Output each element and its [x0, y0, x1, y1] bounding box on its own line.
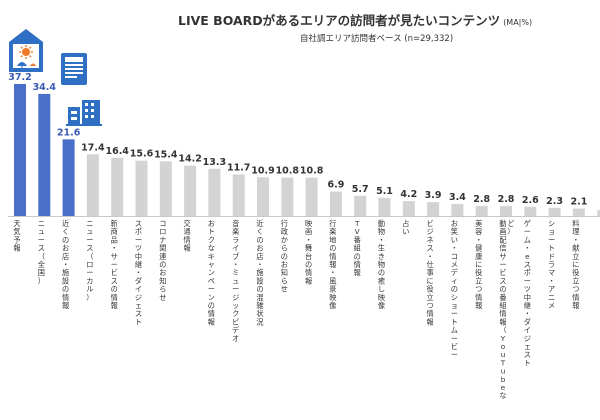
value-label: 2.8 [473, 194, 490, 205]
bar [451, 203, 464, 216]
store-building-icon [66, 98, 102, 126]
bar [500, 206, 512, 216]
chart-title-text: LIVE BOARDがあるエリアの訪問者が見たいコンテンツ [178, 13, 501, 28]
value-label: 5.1 [376, 186, 393, 197]
bar [135, 160, 148, 216]
bar [402, 201, 415, 216]
value-label: 14.2 [178, 154, 201, 165]
category-label: 交通情報 [183, 219, 190, 253]
category-label: スポーツ中継・ダイジェスト [135, 219, 142, 326]
category-label: 近くのお店・施設の情報 [62, 219, 69, 310]
bar [475, 206, 488, 216]
bar [14, 84, 26, 216]
bar [257, 177, 269, 216]
chart-title: LIVE BOARDがあるエリアの訪問者が見たいコンテンツ (MA|%) [178, 10, 532, 29]
value-label: 6.9 [327, 180, 344, 191]
bar [86, 154, 99, 216]
bar [38, 93, 51, 216]
category-label: ビジネス・仕事に役立つ情報 [426, 219, 433, 326]
bar [524, 206, 537, 216]
bar [329, 191, 342, 216]
value-label: 10.9 [251, 165, 274, 176]
category-label: ショートドラマ・アニメ [548, 219, 555, 310]
value-label: 15.4 [154, 149, 178, 160]
category-label: 行政からのお知らせ [281, 219, 288, 294]
value-label: 21.6 [57, 127, 81, 138]
bar [427, 202, 440, 216]
bar [208, 168, 221, 216]
category-label: 近くのお店・施設の混雑状況 [256, 219, 263, 326]
category-label: 占い [402, 219, 409, 236]
value-label: 34.4 [33, 82, 57, 93]
value-label: 10.8 [276, 166, 300, 177]
bar [572, 208, 585, 216]
value-label: 2.3 [546, 196, 563, 207]
category-label: おトクなキャンペーンの情報 [208, 219, 215, 326]
category-label: T V 番組の情報 [354, 219, 361, 277]
bar [232, 174, 245, 216]
bar [281, 177, 294, 216]
value-label: 5.7 [352, 184, 369, 195]
chart-unit: (MA|%) [503, 18, 533, 27]
category-label: コロナ関連のお知らせ [159, 219, 166, 302]
bar [159, 161, 172, 216]
value-label: 10.8 [300, 166, 324, 177]
bar [305, 177, 318, 216]
value-label: 16.4 [105, 146, 129, 157]
value-label: 2.1 [570, 197, 587, 208]
category-label: 音楽ライブ・ミュージックビデオ [232, 219, 240, 343]
bar [62, 139, 75, 216]
category-label: 新商品・サービスの情報 [111, 219, 118, 310]
category-label: 天気予報 [13, 219, 20, 253]
value-label: 4.2 [400, 189, 417, 200]
newspaper-icon [60, 52, 88, 86]
category-label: ニュース（ローカル） [86, 219, 93, 302]
category-label: 映画・舞台の情報 [305, 219, 312, 285]
category-label: ゲーム・ e スポーツ中継・ダイジェスト [524, 219, 531, 367]
category-label: 料理・献立に役立つ情報 [572, 219, 579, 310]
bar [354, 195, 367, 216]
chart-subtitle: 自社調エリア訪問者ベース (n=29,332) [300, 34, 454, 44]
value-label: 11.7 [227, 162, 250, 173]
bar [597, 210, 600, 216]
category-label: 行楽地の情報・風景映像 [329, 219, 336, 310]
value-label: 17.4 [81, 142, 105, 153]
weather-sun-umbrella-icon [8, 28, 44, 74]
category-label: 美容・健康に役立つ情報 [475, 219, 482, 310]
value-label: 13.3 [203, 157, 226, 168]
bar [378, 197, 391, 216]
value-label: 37.2 [8, 72, 31, 83]
value-label: 2.6 [522, 195, 539, 206]
value-label: 3.9 [425, 190, 442, 201]
bar [548, 207, 561, 216]
value-label: 2.8 [498, 194, 515, 205]
bar [111, 157, 124, 216]
bar [184, 165, 197, 216]
category-label: お笑い・コメディのショートムービー [451, 219, 459, 359]
value-label: 15.6 [130, 149, 154, 160]
category-label: 動物・生き物の癒し映像 [378, 219, 385, 310]
value-label: 3.4 [449, 192, 466, 203]
category-label: ニュース（全国） [38, 219, 46, 285]
